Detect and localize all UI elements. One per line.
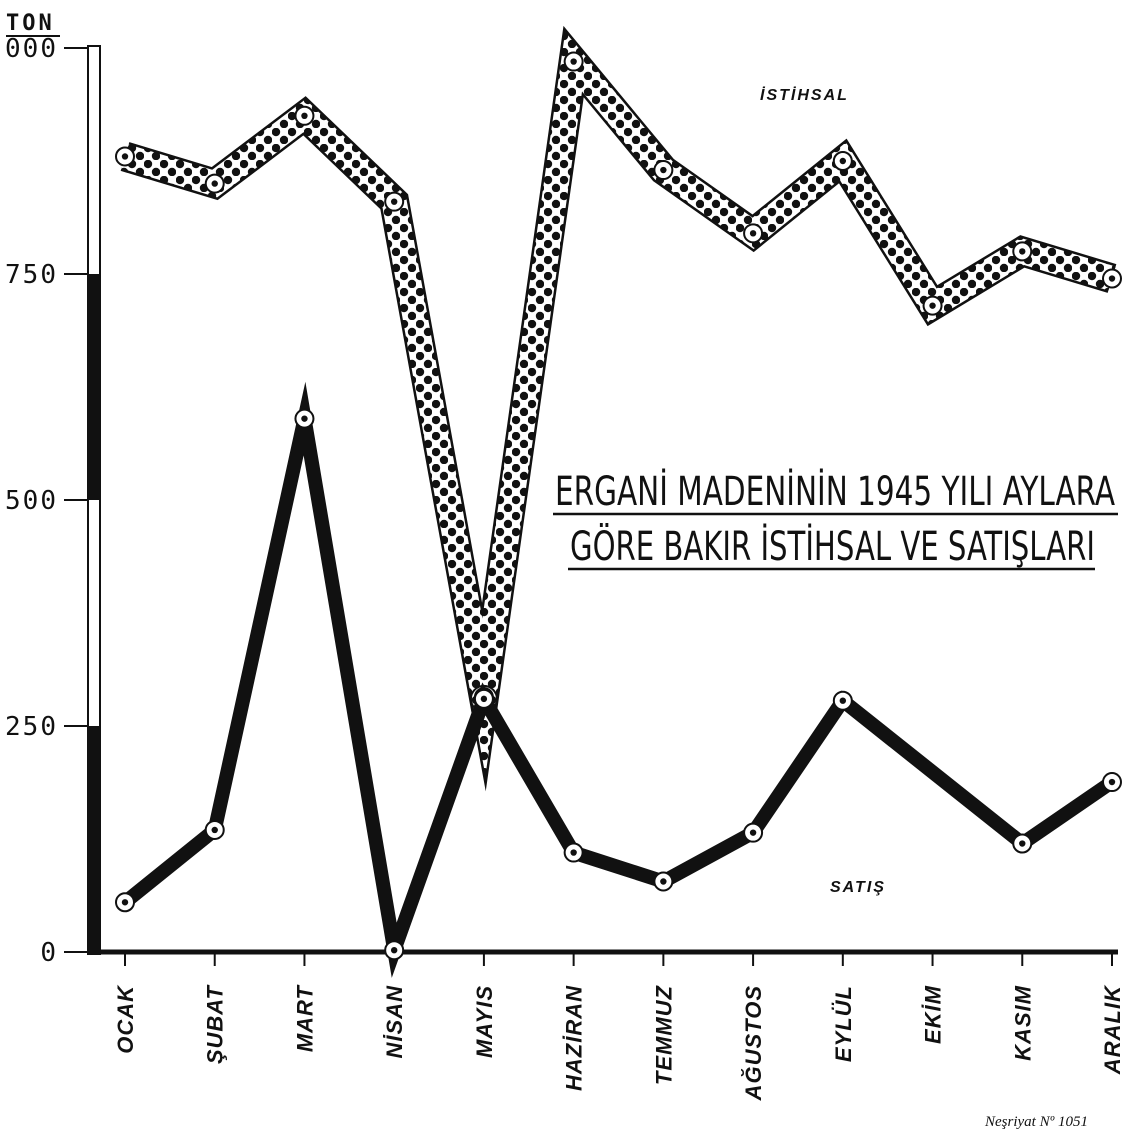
x-tick-label: NİSAN [382,985,407,1059]
data-point-satis [294,408,315,429]
x-tick-label: MAYIS [472,985,497,1058]
x-tick-label: ARALIK [1100,984,1125,1075]
x-tick-label: OCAK [113,984,138,1054]
data-point-istihsal [1102,268,1122,289]
x-tick-label: TEMMUZ [651,984,676,1085]
data-point-satis [743,822,764,843]
y-axis-bar-segments [89,274,99,952]
data-point-satis [204,819,225,840]
data-point-istihsal [563,51,584,72]
footer-note: Neşriyat Nº 1051 [984,1114,1088,1130]
series-satis [115,381,1122,978]
chart-title-line-2: GÖRE BAKIR İSTİHSAL VE SATIŞLARI [570,522,1095,570]
data-point-satis [473,688,494,709]
data-point-satis [1102,772,1122,793]
data-point-satis [115,892,135,913]
x-tick-label: HAZİRAN [562,985,587,1091]
y-tick-label: 250 [5,712,58,742]
x-tick-label: MART [292,984,317,1052]
data-point-satis [1012,833,1033,854]
chart-title: ERGANİ MADENİNİN 1945 YILI AYLARA GÖRE B… [553,467,1118,571]
x-tick-label: ŞUBAT [203,984,228,1064]
series-label-istihsal: İSTİHSAL [760,86,849,104]
series-line-istihsal [121,31,1116,776]
data-point-istihsal [204,173,225,194]
data-point-istihsal [832,151,853,171]
data-point-ring [469,684,498,713]
x-ticks: OCAK ŞUBAT MART NİSAN MAYIS HAZİRAN TEMMUZ AĞUS… [113,952,1125,1101]
y-axis-bar-segment [89,726,99,952]
data-point-istihsal [922,295,943,316]
y-axis-bar-segment [89,274,99,500]
y-tick-label: 0 [40,938,58,968]
chart-title-line-1: ERGANİ MADENİNİN 1945 YILI AYLARA [555,467,1115,515]
series-label-satis: SATIŞ [830,879,886,896]
y-tick-label: 750 [5,260,58,290]
data-point-istihsal [115,146,135,167]
y-axis [87,45,1118,955]
x-tick-label: AĞUSTOS [741,985,766,1101]
data-point-istihsal [653,160,674,181]
data-point-satis [653,871,674,892]
x-tick-label: EKİM [921,985,946,1044]
x-tick-label: EYLÜL [831,985,856,1062]
x-tick-label: KASIM [1010,985,1035,1061]
series-line-outline-istihsal [120,25,1117,792]
data-point-satis [832,690,853,711]
data-point-satis [563,842,584,863]
y-axis-unit-label: TON [6,11,55,36]
y-tick-label: 500 [5,486,58,516]
data-point-istihsal [384,191,405,212]
data-point-istihsal [1012,241,1033,262]
data-point-istihsal [294,105,315,126]
y-tick-label: 000 [5,34,58,64]
data-point-satis [384,940,405,961]
y-ticks: 0 250 500 750 000 [5,34,88,968]
data-point-istihsal [743,223,764,244]
